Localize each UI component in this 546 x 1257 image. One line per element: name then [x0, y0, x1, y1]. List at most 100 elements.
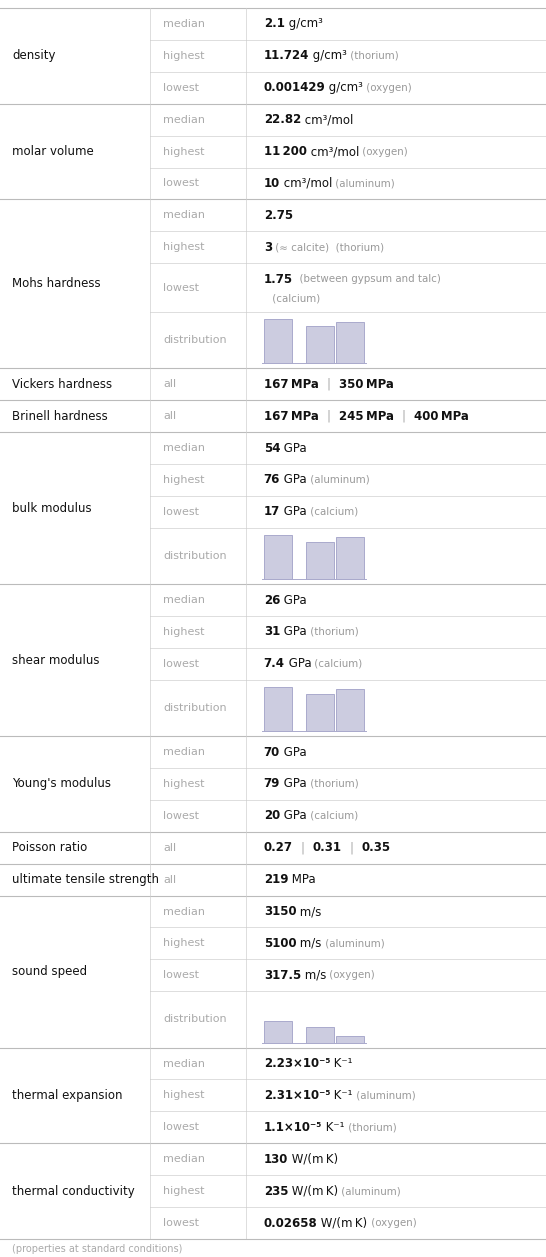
Text: median: median [163, 906, 205, 916]
Text: (properties at standard conditions): (properties at standard conditions) [12, 1244, 182, 1254]
Text: (aluminum): (aluminum) [339, 1187, 401, 1197]
Text: GPa: GPa [280, 626, 306, 639]
Text: 0.001429: 0.001429 [264, 82, 325, 94]
Text: median: median [163, 747, 205, 757]
Text: (thorium): (thorium) [307, 779, 359, 789]
Text: 0.02658: 0.02658 [264, 1217, 317, 1229]
Text: 219: 219 [264, 874, 288, 886]
Text: 0.31: 0.31 [313, 841, 342, 855]
Text: 167 MPa: 167 MPa [264, 378, 318, 391]
Text: (oxygen): (oxygen) [327, 970, 375, 980]
Text: 317.5: 317.5 [264, 969, 301, 982]
Bar [336, 689, 364, 732]
Text: GPa: GPa [280, 441, 307, 455]
Text: 22.82: 22.82 [264, 113, 301, 126]
Text: GPa: GPa [280, 745, 306, 758]
Text: |: | [327, 410, 330, 422]
Text: W/(m K): W/(m K) [317, 1217, 367, 1229]
Text: lowest: lowest [163, 507, 199, 517]
Text: 20: 20 [264, 810, 280, 822]
Text: bulk modulus: bulk modulus [12, 502, 92, 514]
Text: (oxygen): (oxygen) [359, 147, 408, 157]
Text: W/(m K): W/(m K) [288, 1184, 339, 1198]
Text: sound speed: sound speed [12, 965, 87, 978]
Text: MPa: MPa [288, 874, 316, 886]
Text: 5100: 5100 [264, 936, 296, 950]
Text: all: all [163, 842, 176, 852]
Text: median: median [163, 1058, 205, 1068]
Text: GPa: GPa [280, 593, 307, 607]
Text: g/cm³: g/cm³ [284, 18, 323, 30]
Text: Brinell hardness: Brinell hardness [12, 410, 108, 422]
Text: 1.75: 1.75 [264, 273, 293, 285]
Text: 3150: 3150 [264, 905, 296, 918]
Text: Vickers hardness: Vickers hardness [12, 378, 112, 391]
Text: distribution: distribution [163, 703, 227, 713]
Text: molar volume: molar volume [12, 145, 94, 158]
Text: distribution: distribution [163, 551, 227, 561]
Text: highest: highest [163, 243, 205, 253]
Text: W/(m K): W/(m K) [288, 1153, 338, 1165]
Text: 235: 235 [264, 1184, 288, 1198]
Text: 76: 76 [264, 474, 280, 486]
Text: (oxygen): (oxygen) [367, 1218, 416, 1228]
Text: (aluminum): (aluminum) [307, 475, 370, 485]
Text: ultimate tensile strength: ultimate tensile strength [12, 874, 159, 886]
Text: m/s: m/s [296, 936, 322, 950]
Bar [306, 694, 334, 732]
Text: lowest: lowest [163, 811, 199, 821]
Text: (calcium): (calcium) [311, 659, 363, 669]
Text: GPa: GPa [280, 810, 306, 822]
Text: median: median [163, 210, 205, 220]
Text: thermal expansion: thermal expansion [12, 1089, 122, 1102]
Bar [336, 322, 364, 363]
Text: |: | [401, 410, 406, 422]
Text: 26: 26 [264, 593, 280, 607]
Text: median: median [163, 595, 205, 605]
Text: GPa: GPa [280, 505, 306, 518]
Text: lowest: lowest [163, 178, 199, 189]
Bar [264, 1021, 292, 1042]
Text: (calcium): (calcium) [269, 293, 320, 303]
Text: shear modulus: shear modulus [12, 654, 99, 666]
Text: GPa: GPa [280, 777, 307, 791]
Text: |: | [301, 841, 305, 855]
Text: thermal conductivity: thermal conductivity [12, 1184, 135, 1198]
Text: 350 MPa: 350 MPa [339, 378, 394, 391]
Text: K⁻¹: K⁻¹ [330, 1057, 353, 1070]
Text: m/s: m/s [296, 905, 322, 918]
Bar [336, 1036, 364, 1042]
Text: 31: 31 [264, 626, 280, 639]
Bar [306, 1027, 334, 1042]
Text: median: median [163, 1154, 205, 1164]
Text: g/cm³: g/cm³ [325, 82, 363, 94]
Text: 70: 70 [264, 745, 280, 758]
Text: GPa: GPa [280, 474, 307, 486]
Text: lowest: lowest [163, 970, 199, 980]
Text: (aluminum): (aluminum) [333, 178, 395, 189]
Bar [264, 535, 292, 579]
Bar [336, 537, 364, 579]
Text: K⁻¹: K⁻¹ [330, 1089, 353, 1102]
Text: cm³/mol: cm³/mol [280, 177, 333, 190]
Text: 400 MPa: 400 MPa [413, 410, 468, 422]
Text: (thorium): (thorium) [347, 50, 399, 60]
Text: K⁻¹: K⁻¹ [322, 1121, 345, 1134]
Text: (≈ calcite)  (thorium): (≈ calcite) (thorium) [272, 243, 384, 253]
Text: cm³/mol: cm³/mol [301, 113, 353, 126]
Bar [306, 542, 334, 579]
Text: (calcium): (calcium) [306, 507, 358, 517]
Text: 167 MPa: 167 MPa [264, 410, 318, 422]
Text: median: median [163, 442, 205, 453]
Text: highest: highest [163, 475, 205, 485]
Text: (aluminum): (aluminum) [353, 1090, 416, 1100]
Text: |: | [327, 378, 330, 391]
Text: 17: 17 [264, 505, 280, 518]
Text: density: density [12, 49, 56, 63]
Text: (oxygen): (oxygen) [363, 83, 412, 93]
Text: 245 MPa: 245 MPa [339, 410, 394, 422]
Text: 11.724: 11.724 [264, 49, 309, 63]
Text: distribution: distribution [163, 1014, 227, 1024]
Text: Poisson ratio: Poisson ratio [12, 841, 87, 855]
Bar [264, 688, 292, 732]
